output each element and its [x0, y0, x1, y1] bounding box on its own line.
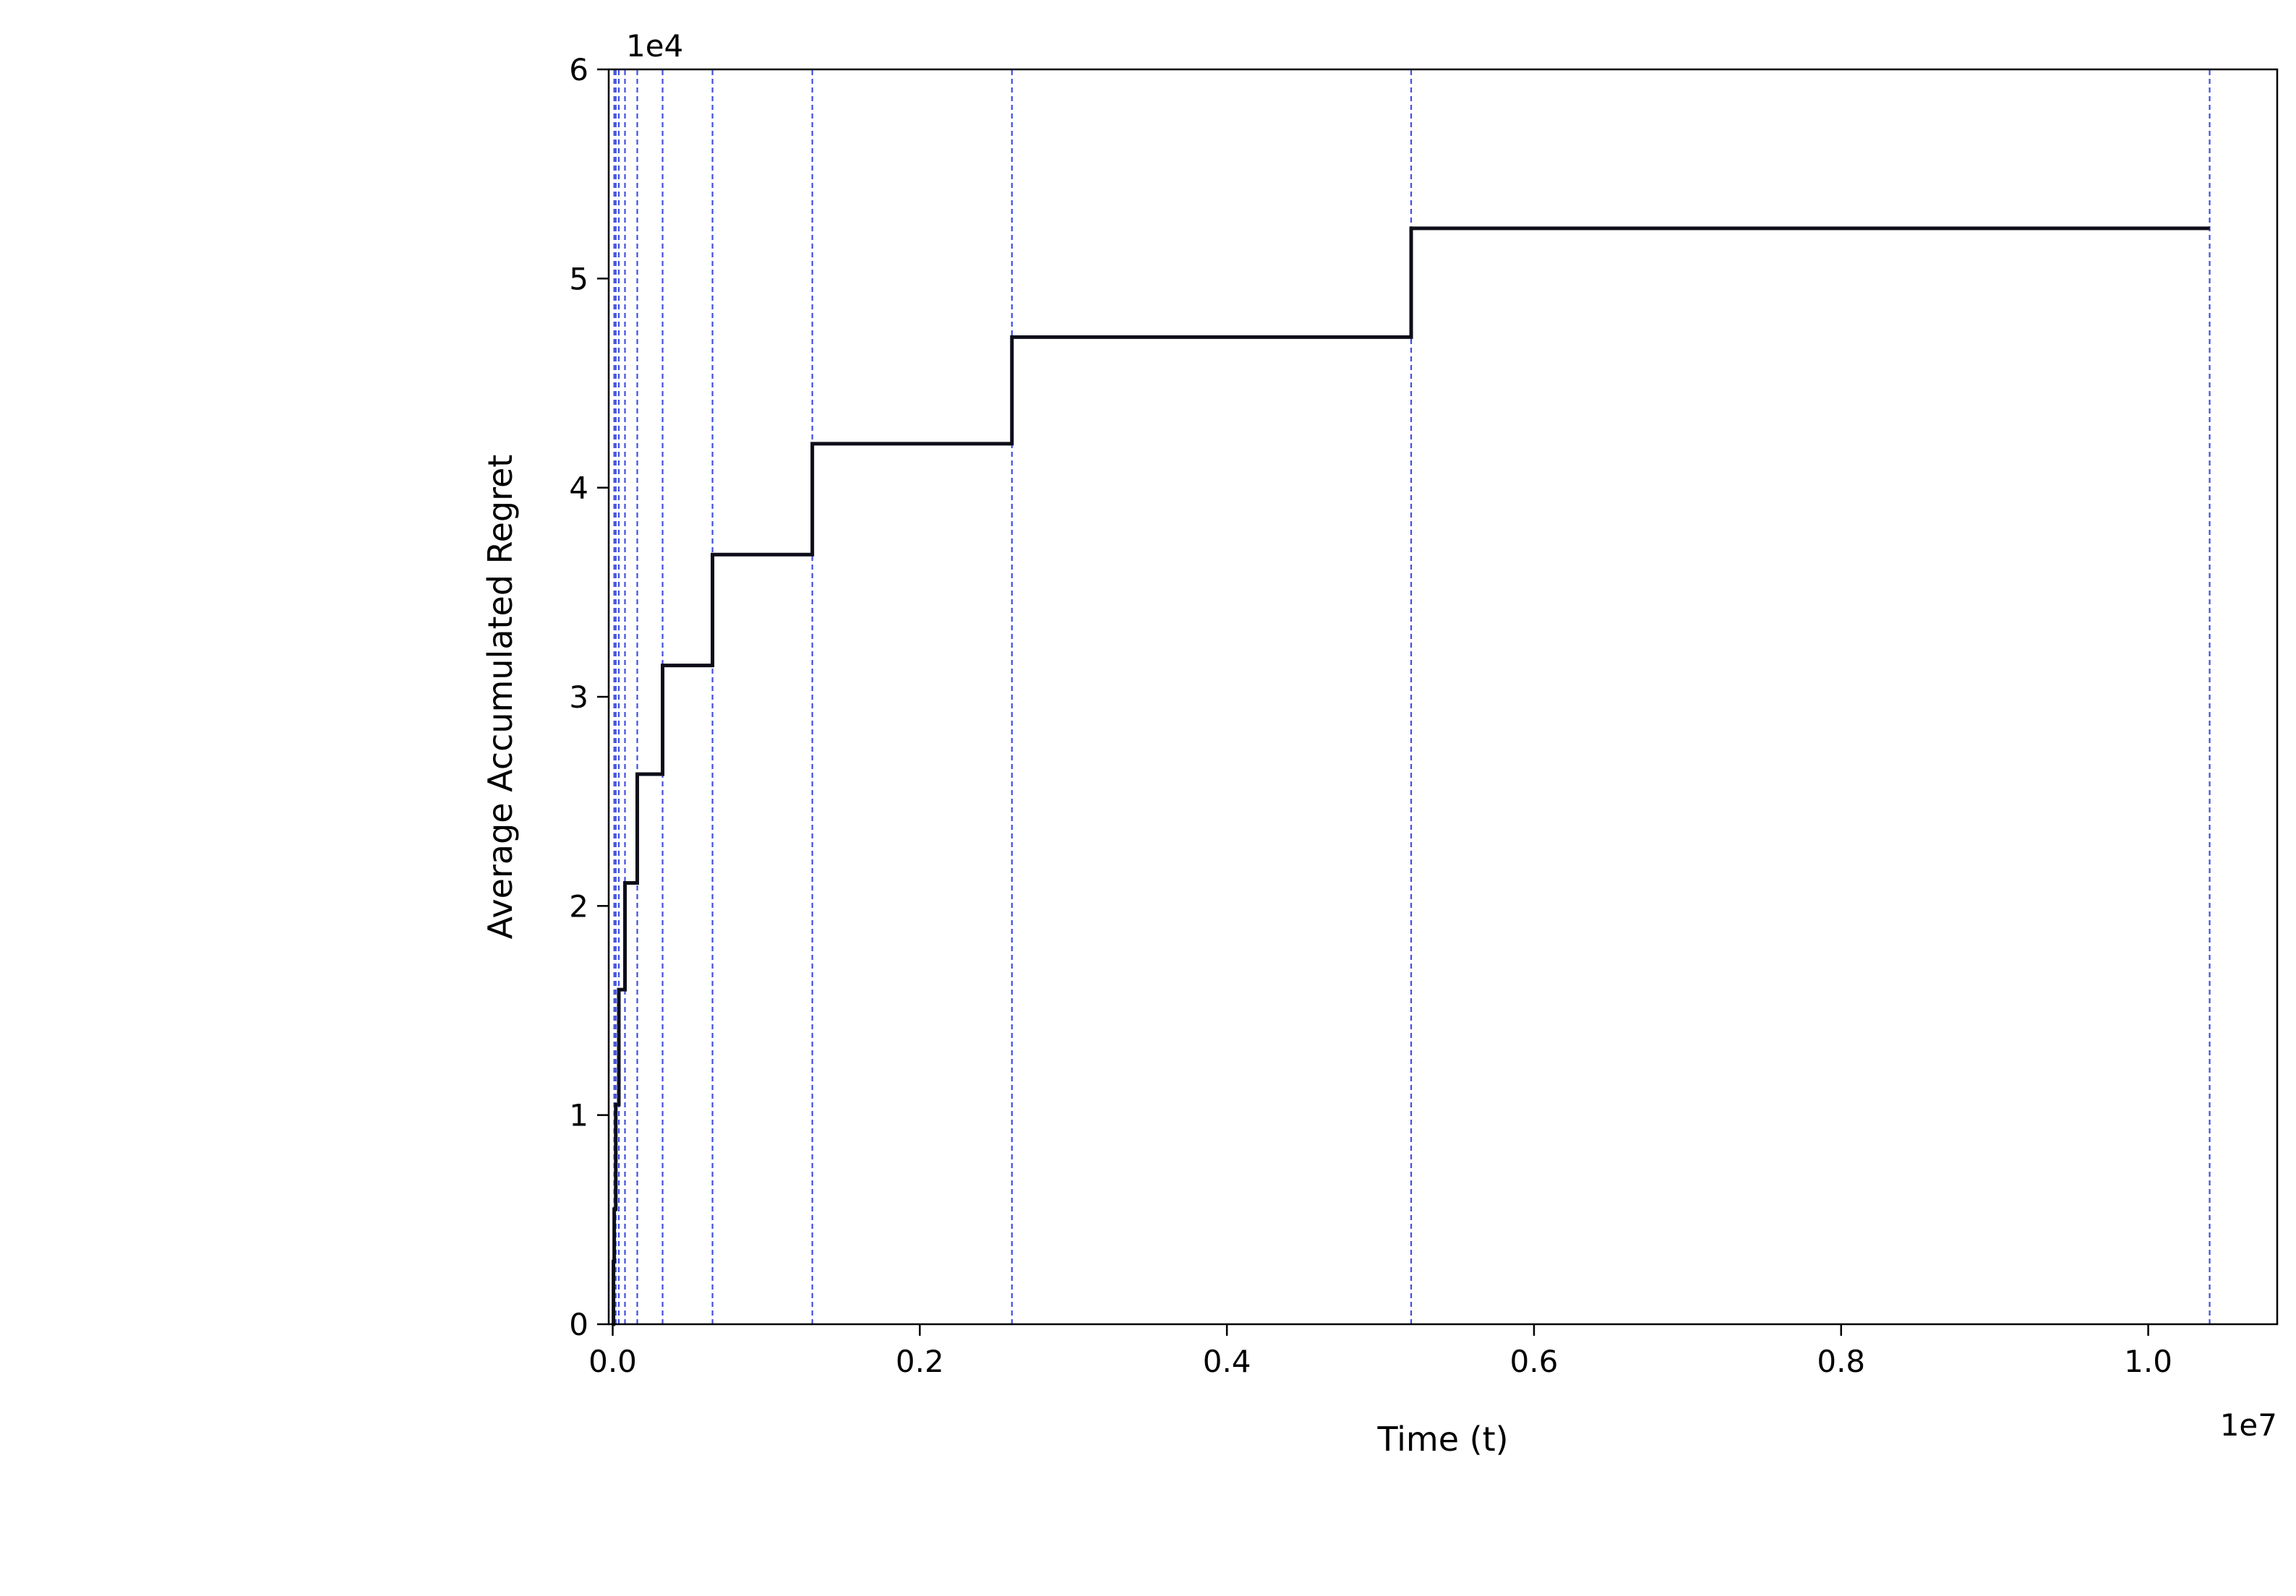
x-tick-label: 0.8	[1817, 1344, 1865, 1379]
regret-curve	[612, 226, 2210, 1326]
axes-spines	[607, 68, 2279, 1326]
y-tick-label: 3	[569, 679, 588, 715]
y-tick-label: 4	[569, 471, 588, 506]
x-tick-label: 0.2	[896, 1344, 944, 1379]
y-tick-label: 0	[569, 1307, 588, 1342]
x-tick-label: 1.0	[2124, 1344, 2172, 1379]
axis-tick-labels: 0.0 0.2 0.4 0.6 0.8 1.0 0 1 2 3 4 5 6	[569, 52, 2172, 1379]
x-tick-label: 0.4	[1203, 1344, 1251, 1379]
y-tick-label: 1	[569, 1098, 588, 1133]
x-tick-label: 0.6	[1510, 1344, 1559, 1379]
y-axis-offset-label: 1e4	[626, 28, 683, 64]
y-tick-label: 6	[569, 52, 588, 87]
x-axis-label: Time (t)	[1376, 1420, 1508, 1459]
y-tick-label: 2	[569, 888, 588, 924]
axis-ticks	[597, 68, 2149, 1336]
x-tick-label: 0.0	[588, 1344, 637, 1379]
plot-border	[607, 68, 2279, 1326]
y-axis-label: Average Accumulated Regret	[481, 455, 520, 940]
regret-step-line	[612, 226, 2210, 1326]
x-axis-offset-label: 1e7	[2220, 1407, 2277, 1443]
y-tick-label: 5	[569, 261, 588, 296]
